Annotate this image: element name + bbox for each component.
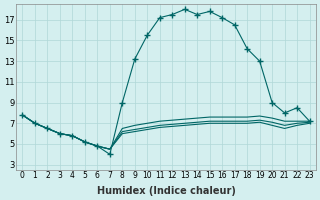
- X-axis label: Humidex (Indice chaleur): Humidex (Indice chaleur): [97, 186, 236, 196]
